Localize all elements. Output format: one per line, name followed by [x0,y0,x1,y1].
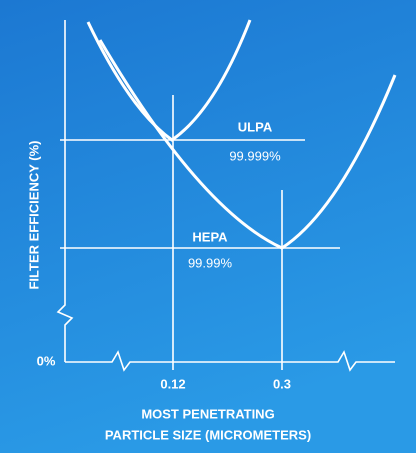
x-tick-label: 0.3 [273,376,291,391]
hepa-efficiency: 99.99% [188,255,233,270]
ulpa-curve [86,19,252,142]
hepa-curve [98,39,397,250]
y-axis-label: FILTER EFFICIENCY (%) [26,140,41,289]
hepa-label: HEPA [192,229,228,244]
ulpa-label: ULPA [238,119,273,134]
x-axis [65,350,395,372]
x-tick-label: 0.12 [160,376,185,391]
y-axis [56,20,74,362]
x-axis-label: PARTICLE SIZE (MICROMETERS) [105,427,311,442]
x-axis-label: MOST PENETRATING [141,406,274,421]
ulpa-efficiency: 99.999% [229,148,281,163]
y-origin-label: 0% [37,353,56,368]
